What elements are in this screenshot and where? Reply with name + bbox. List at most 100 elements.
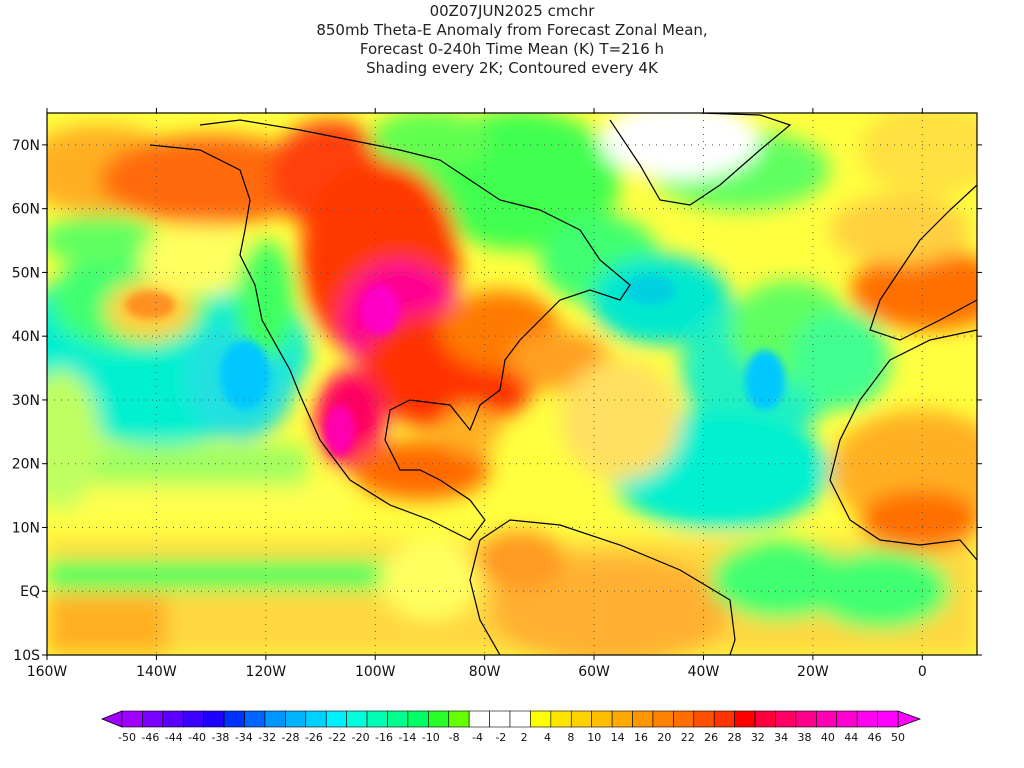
colorbar-label: 32 bbox=[751, 731, 765, 744]
colorbar-label: 44 bbox=[844, 731, 858, 744]
colorbar-swatch bbox=[795, 710, 817, 728]
colorbar-label: 40 bbox=[821, 731, 835, 744]
theta-e-anomaly-field bbox=[47, 113, 977, 655]
graticule bbox=[47, 113, 977, 655]
lat-tick-label: EQ bbox=[20, 584, 40, 600]
south-america-outline bbox=[469, 519, 736, 655]
colorbar-swatch bbox=[489, 710, 511, 728]
colorbar-label: -8 bbox=[449, 731, 460, 744]
lat-tick-label: 50N bbox=[12, 265, 40, 281]
colorbar-label: 14 bbox=[611, 731, 625, 744]
lat-tick-label: 70N bbox=[12, 138, 40, 154]
colorbar-label: -22 bbox=[328, 731, 346, 744]
lat-tick-label: 20N bbox=[12, 457, 40, 473]
colorbar-swatch bbox=[264, 710, 286, 728]
colorbar-label: 20 bbox=[657, 731, 671, 744]
colorbar-label: -10 bbox=[422, 731, 440, 744]
colorbar-swatch bbox=[509, 710, 531, 728]
colorbar-swatch bbox=[632, 710, 654, 728]
colorbar-label: -38 bbox=[211, 731, 229, 744]
title-line-4: Shading every 2K; Contoured every 4K bbox=[366, 59, 658, 77]
colorbar-label: -20 bbox=[352, 731, 370, 744]
colorbar-arrow-low bbox=[100, 710, 123, 728]
colorbar-label: 4 bbox=[544, 731, 551, 744]
colorbar-swatch bbox=[223, 710, 245, 728]
colorbar-label: 26 bbox=[704, 731, 718, 744]
colorbar-swatch bbox=[448, 710, 470, 728]
colorbar-swatch bbox=[121, 710, 143, 728]
colorbar-swatch bbox=[836, 710, 858, 728]
greenland-outline bbox=[609, 113, 792, 206]
colorbar-swatch bbox=[530, 710, 552, 728]
colorbar-swatch bbox=[775, 710, 797, 728]
title-line-2: 850mb Theta-E Anomaly from Forecast Zona… bbox=[316, 21, 708, 39]
africa-outline bbox=[829, 329, 977, 561]
lon-tick-label: 100W bbox=[355, 664, 396, 680]
colorbar-label: 38 bbox=[798, 731, 812, 744]
colorbar-swatch bbox=[673, 710, 695, 728]
colorbar-label: -46 bbox=[141, 731, 159, 744]
lon-tick-label: 60W bbox=[578, 664, 610, 680]
colorbar-label: 16 bbox=[634, 731, 648, 744]
lat-tick-label: 10N bbox=[12, 520, 40, 536]
colorbar-swatch bbox=[305, 710, 327, 728]
colorbar-swatch bbox=[713, 710, 735, 728]
title-line-1: 00Z07JUN2025 cmchr bbox=[429, 2, 595, 20]
lat-tick-label: 30N bbox=[12, 393, 40, 409]
colorbar-swatch bbox=[856, 710, 878, 728]
colorbar-label: -34 bbox=[235, 731, 253, 744]
colorbar-label: 46 bbox=[868, 731, 882, 744]
colorbar-swatch bbox=[182, 710, 204, 728]
europe-outline bbox=[869, 184, 977, 341]
colorbar-label: -2 bbox=[495, 731, 506, 744]
colorbar-swatch bbox=[142, 710, 164, 728]
figure-title: 00Z07JUN2025 cmchr 850mb Theta-E Anomaly… bbox=[0, 2, 1024, 78]
colorbar-swatch bbox=[877, 710, 899, 728]
colorbar: -50 -46 -44 -40 -38 -34 -32 -28 -26 -22 -20 -16 -14-… bbox=[100, 710, 922, 744]
colorbar-swatch bbox=[162, 710, 184, 728]
lat-tick-label: 60N bbox=[12, 202, 40, 218]
colorbar-swatch bbox=[244, 710, 266, 728]
colorbar-swatch bbox=[754, 710, 776, 728]
lon-tick-label: 20W bbox=[797, 664, 829, 680]
colorbar-swatch bbox=[346, 710, 368, 728]
colorbar-swatch bbox=[816, 710, 838, 728]
colorbar-swatch bbox=[203, 710, 225, 728]
colorbar-label: 28 bbox=[727, 731, 741, 744]
colorbar-label: 34 bbox=[774, 731, 788, 744]
lon-tick-label: 80W bbox=[469, 664, 501, 680]
colorbar-label: -50 bbox=[118, 731, 136, 744]
colorbar-swatch bbox=[407, 710, 429, 728]
colorbar-swatch bbox=[387, 710, 409, 728]
colorbar-label: -40 bbox=[188, 731, 206, 744]
colorbar-label: -26 bbox=[305, 731, 323, 744]
lon-tick-label: 40W bbox=[688, 664, 720, 680]
colorbar-swatch bbox=[693, 710, 715, 728]
colorbar-label: 10 bbox=[587, 731, 601, 744]
colorbar-swatch bbox=[468, 710, 490, 728]
lat-tick-label: 10S bbox=[13, 648, 40, 664]
colorbar-arrow-high bbox=[897, 710, 922, 728]
colorbar-label: 22 bbox=[681, 731, 695, 744]
colorbar-swatch bbox=[366, 710, 388, 728]
colorbar-swatch bbox=[611, 710, 633, 728]
colorbar-swatch bbox=[734, 710, 756, 728]
colorbar-swatch bbox=[570, 710, 592, 728]
lon-tick-label: 160W bbox=[27, 664, 68, 680]
colorbar-label: -32 bbox=[258, 731, 276, 744]
title-line-3: Forecast 0-240h Time Mean (K) T=216 h bbox=[359, 40, 665, 58]
colorbar-label: -44 bbox=[165, 731, 183, 744]
colorbar-swatch bbox=[591, 710, 613, 728]
colorbar-label: -28 bbox=[282, 731, 300, 744]
colorbar-label: 8 bbox=[567, 731, 574, 744]
colorbar-label: 50 bbox=[891, 731, 905, 744]
map-frame bbox=[46, 112, 978, 656]
lon-tick-label: 120W bbox=[246, 664, 287, 680]
colorbar-swatch bbox=[285, 710, 307, 728]
colorbar-swatch bbox=[550, 710, 572, 728]
colorbar-swatch bbox=[652, 710, 674, 728]
colorbar-label: -16 bbox=[375, 731, 393, 744]
lat-tick-label: 40N bbox=[12, 329, 40, 345]
